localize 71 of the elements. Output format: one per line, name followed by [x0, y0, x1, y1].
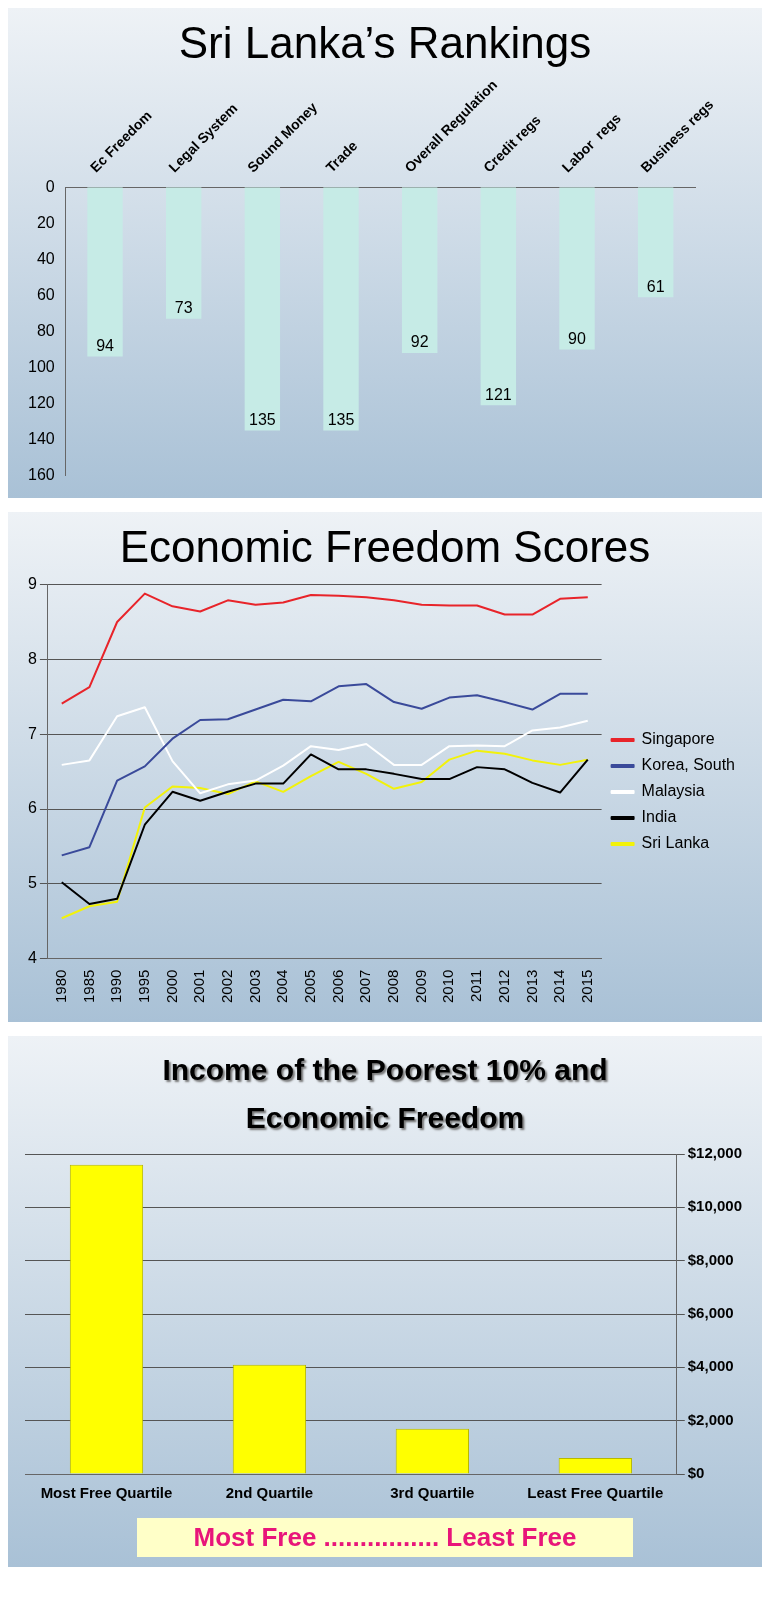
legend-label: Korea, South: [641, 756, 736, 774]
y-tick-label: 9: [27, 575, 37, 593]
y-tick-label: 120: [27, 393, 55, 411]
x-tick-label: 2004: [273, 969, 291, 1004]
x-tick-label: 2013: [522, 969, 540, 1004]
y2-tick-label: $10,000: [687, 1197, 743, 1215]
x-tick-label: 2015: [577, 969, 595, 1004]
y2-tick-label: $8,000: [687, 1250, 734, 1268]
data-label: 61: [646, 277, 665, 295]
y2-tick-label: $6,000: [687, 1304, 734, 1322]
x-tick-label: 2003: [245, 969, 263, 1004]
x-tick-label: 2011: [467, 969, 485, 1002]
y2-tick-label: $12,000: [687, 1144, 743, 1162]
bar: [401, 187, 438, 353]
legend-label: India: [641, 808, 677, 826]
data-label: 94: [96, 336, 115, 354]
y-tick-label: 4: [27, 949, 37, 967]
y-tick-label: 0: [45, 177, 55, 195]
data-label: 92: [410, 333, 429, 351]
data-label: 135: [327, 410, 355, 428]
y-tick-label: 5: [27, 874, 37, 892]
y-tick-label: 20: [36, 213, 55, 231]
data-label: 90: [568, 329, 587, 347]
bar: [87, 187, 123, 357]
x-tick-label: 2006: [328, 969, 346, 1004]
chart-title: Economic Freedom Scores: [118, 522, 652, 572]
x-tick-label: 2005: [301, 969, 319, 1004]
y-tick-label: 80: [36, 321, 55, 339]
text: Most Free ................ Least Free: [137, 1518, 633, 1557]
x-tick-label: 2nd Quartile: [225, 1484, 314, 1502]
x-tick-label: 2014: [550, 969, 568, 1004]
x-tick-label: Least Free Quartile: [527, 1484, 664, 1502]
x-tick-label: Most Free Quartile: [40, 1484, 173, 1502]
legend-label: Singapore: [641, 730, 715, 748]
x-tick-label: 3rd Quartile: [390, 1484, 475, 1502]
x-tick-label: 1985: [79, 969, 97, 1004]
y2-tick-label: $0: [687, 1464, 705, 1482]
bar: [480, 187, 517, 406]
bar: [559, 187, 595, 350]
y-tick-label: 40: [36, 249, 55, 267]
y-tick-label: 6: [27, 799, 37, 817]
data-label: 121: [484, 385, 512, 403]
x-tick-label: 2000: [162, 969, 180, 1004]
bar: [165, 187, 202, 319]
y-tick-label: 8: [27, 649, 37, 667]
y-tick-label: 60: [36, 285, 55, 303]
legend-label: Malaysia: [641, 782, 705, 800]
data-label: 73: [174, 299, 193, 317]
x-tick-label: 2010: [439, 969, 457, 1004]
bar: [323, 187, 359, 431]
x-tick-label: 2008: [384, 969, 402, 1004]
chart-title: Sri Lanka’s Rankings: [177, 18, 593, 68]
y-tick-label: 100: [27, 357, 55, 375]
chart-title: Income of the Poorest 10% and Economic Freedom: [161, 1052, 609, 1136]
bar: [244, 187, 281, 431]
x-tick-label: 1980: [51, 969, 69, 1004]
x-tick-label: 2001: [190, 969, 208, 1004]
y-tick-label: 140: [27, 429, 55, 447]
data-label: 135: [249, 410, 276, 428]
legend-label: Sri Lanka: [641, 834, 710, 852]
x-tick-label: 1990: [107, 969, 125, 1004]
y-tick-label: 160: [27, 465, 55, 483]
x-tick-label: 2009: [411, 969, 429, 1004]
bar: [637, 187, 674, 298]
x-tick-label: 2002: [217, 969, 235, 1004]
x-tick-label: 2007: [356, 969, 374, 1004]
y2-tick-label: $2,000: [687, 1410, 734, 1428]
y-tick-label: 7: [27, 724, 37, 742]
y2-tick-label: $4,000: [687, 1357, 734, 1375]
x-tick-label: 1995: [134, 969, 152, 1004]
x-tick-label: 2012: [494, 969, 512, 1004]
